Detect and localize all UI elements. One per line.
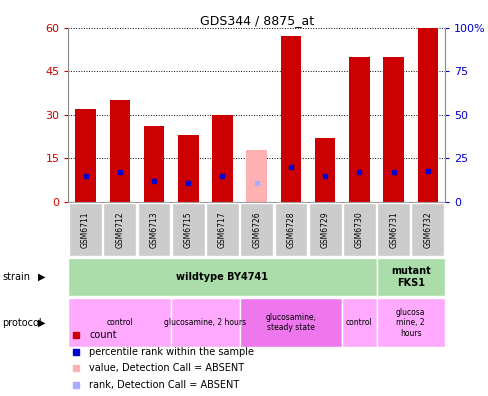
Bar [178,135,198,202]
FancyBboxPatch shape [171,203,204,256]
FancyBboxPatch shape [376,258,444,296]
Bar [348,57,369,202]
FancyBboxPatch shape [171,298,239,347]
FancyBboxPatch shape [240,203,273,256]
FancyBboxPatch shape [308,203,341,256]
Text: GSM6730: GSM6730 [354,211,363,248]
FancyBboxPatch shape [68,298,171,347]
FancyBboxPatch shape [274,203,307,256]
Text: count: count [89,330,117,340]
Bar [143,126,164,202]
Text: GSM6726: GSM6726 [252,211,261,248]
Text: protocol: protocol [2,318,42,328]
Text: ▶: ▶ [38,272,45,282]
Bar [246,150,266,202]
FancyBboxPatch shape [137,203,170,256]
Text: glucosamine, 2 hours: glucosamine, 2 hours [164,318,246,327]
Bar [212,115,232,202]
FancyBboxPatch shape [68,258,376,296]
Text: wildtype BY4741: wildtype BY4741 [176,272,268,282]
FancyBboxPatch shape [239,298,342,347]
FancyBboxPatch shape [342,298,376,347]
Text: value, Detection Call = ABSENT: value, Detection Call = ABSENT [89,364,244,373]
Bar [109,100,130,202]
Bar [417,28,437,202]
Text: GSM6731: GSM6731 [388,211,397,248]
Bar [314,138,335,202]
Text: strain: strain [2,272,30,282]
FancyBboxPatch shape [342,203,375,256]
Text: GSM6732: GSM6732 [423,211,431,248]
Bar [75,109,96,202]
Text: GSM6717: GSM6717 [218,211,226,248]
Bar [280,36,301,202]
Text: GSM6711: GSM6711 [81,211,90,248]
Text: GSM6715: GSM6715 [183,211,192,248]
Text: GSM6713: GSM6713 [149,211,158,248]
Text: percentile rank within the sample: percentile rank within the sample [89,346,254,357]
FancyBboxPatch shape [376,203,409,256]
FancyBboxPatch shape [410,203,444,256]
Text: rank, Detection Call = ABSENT: rank, Detection Call = ABSENT [89,380,239,390]
Text: control: control [106,318,133,327]
Bar [383,57,403,202]
FancyBboxPatch shape [103,203,136,256]
Text: mutant
FKS1: mutant FKS1 [390,267,430,288]
Title: GDS344 / 8875_at: GDS344 / 8875_at [199,13,313,27]
Text: GSM6728: GSM6728 [286,211,295,248]
Text: GSM6729: GSM6729 [320,211,329,248]
Text: control: control [346,318,372,327]
Text: GSM6712: GSM6712 [115,211,124,248]
FancyBboxPatch shape [205,203,239,256]
FancyBboxPatch shape [69,203,102,256]
Text: glucosa
mine, 2
hours: glucosa mine, 2 hours [395,308,425,338]
Text: ▶: ▶ [38,318,45,328]
Text: glucosamine,
steady state: glucosamine, steady state [265,313,316,332]
FancyBboxPatch shape [376,298,444,347]
